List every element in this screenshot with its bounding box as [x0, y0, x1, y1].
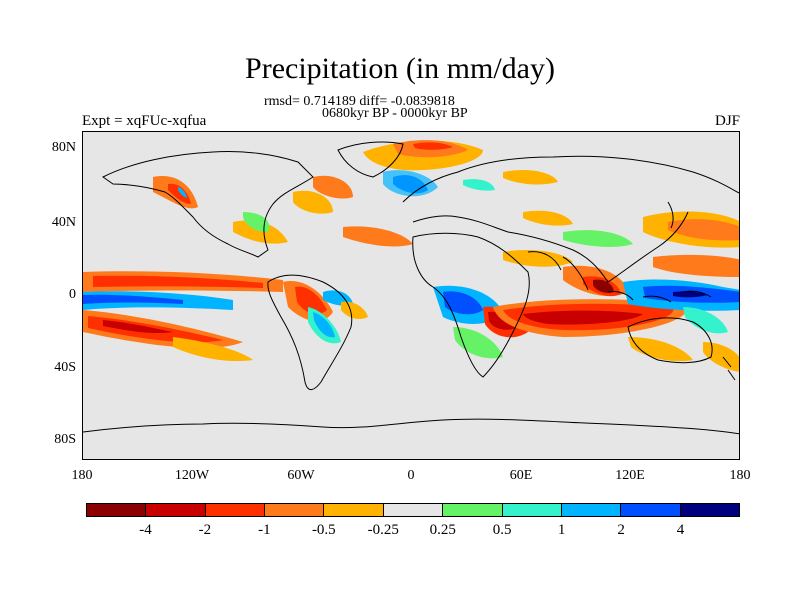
colorbar-label: -0.25 — [367, 522, 399, 538]
y-tick-80s: 80S — [54, 432, 76, 447]
precipitation-map — [83, 140, 739, 435]
y-tick-40s: 40S — [54, 360, 76, 375]
colorbar-box — [87, 504, 147, 516]
anomaly-field — [83, 140, 739, 372]
stats-line: rmsd= 0.714189 diff= -0.0839818 — [264, 94, 455, 109]
colorbar-label: 2 — [617, 522, 625, 538]
colorbar-box — [265, 504, 325, 516]
colorbar-box — [324, 504, 384, 516]
experiment-label: Expt = xqFUc-xqfua — [82, 113, 207, 129]
colorbar — [86, 503, 740, 517]
x-tick-180e: 180 — [729, 468, 751, 483]
colorbar-box — [502, 504, 562, 516]
colorbar-label: 0.25 — [429, 522, 456, 538]
colorbar-label: -2 — [198, 522, 212, 538]
colorbar-label: -4 — [139, 522, 152, 538]
colorbar-box — [205, 504, 266, 516]
colorbar-label: 4 — [676, 522, 685, 538]
colorbar-label: -1 — [258, 522, 271, 538]
x-tick-0: 0 — [407, 468, 415, 483]
colorbar-box — [561, 504, 622, 516]
colorbar-box — [680, 504, 739, 516]
x-tick-120w: 120W — [174, 468, 210, 483]
x-tick-60w: 60W — [287, 468, 315, 483]
y-tick-40n: 40N — [51, 215, 76, 230]
colorbar-box — [621, 504, 681, 516]
plot-title: Precipitation (in mm/day) — [245, 52, 555, 85]
colorbar-box — [443, 504, 503, 516]
colorbar-box — [383, 504, 444, 516]
x-tick-180w: 180 — [71, 468, 93, 483]
season-label: DJF — [714, 113, 740, 129]
colorbar-label: 1 — [557, 522, 566, 538]
period-line: 0680kyr BP - 0000kyr BP — [322, 106, 468, 121]
colorbar-label: 0.5 — [492, 522, 512, 538]
x-tick-60e: 60E — [509, 468, 533, 483]
x-tick-120e: 120E — [615, 468, 645, 483]
coastlines — [83, 141, 739, 435]
y-tick-0: 0 — [69, 287, 76, 302]
y-tick-80n: 80N — [51, 140, 76, 155]
colorbar-box — [146, 504, 206, 516]
colorbar-label: -0.5 — [311, 522, 336, 538]
map-panel — [82, 131, 740, 460]
